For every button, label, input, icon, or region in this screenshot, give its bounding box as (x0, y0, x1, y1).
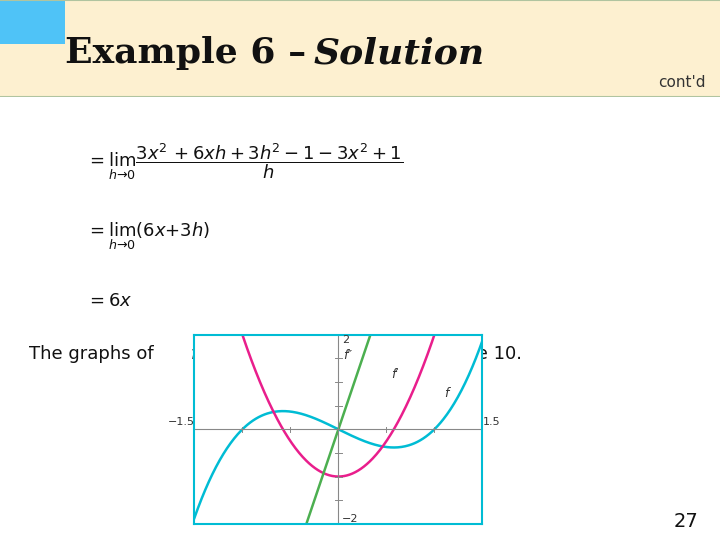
Text: Figure 10: Figure 10 (297, 502, 379, 516)
FancyBboxPatch shape (0, 0, 720, 97)
Text: are shown in Figure 10.: are shown in Figure 10. (306, 345, 522, 363)
Text: cont'd: cont'd (658, 75, 706, 90)
Text: f: f (444, 387, 449, 400)
Text: 2: 2 (342, 335, 349, 345)
Text: f″: f″ (343, 349, 352, 362)
Text: f′: f′ (391, 368, 398, 381)
Text: −2: −2 (342, 514, 359, 524)
Text: f′: f′ (220, 345, 230, 363)
Text: Solution: Solution (313, 37, 485, 70)
Text: 1.5: 1.5 (482, 417, 500, 427)
Text: $= 6x$: $= 6x$ (86, 292, 132, 310)
FancyBboxPatch shape (0, 0, 65, 44)
Text: −1.5: −1.5 (167, 417, 194, 427)
Text: $= \lim_{h \to 0} \dfrac{3x^2 + 6xh + 3h^2 - 1 - 3x^2 + 1}{h}$: $= \lim_{h \to 0} \dfrac{3x^2 + 6xh + 3h… (86, 141, 403, 183)
Text: 27: 27 (674, 512, 698, 531)
Text: The graphs of: The graphs of (29, 345, 159, 363)
Text: , and: , and (241, 345, 292, 363)
Text: ,: , (205, 345, 217, 363)
Text: $= \lim_{h \to 0} (6x + 3h)$: $= \lim_{h \to 0} (6x + 3h)$ (86, 221, 210, 252)
Text: f: f (191, 345, 197, 363)
Text: Example 6 –: Example 6 – (65, 37, 319, 70)
Text: f″: f″ (284, 345, 297, 363)
